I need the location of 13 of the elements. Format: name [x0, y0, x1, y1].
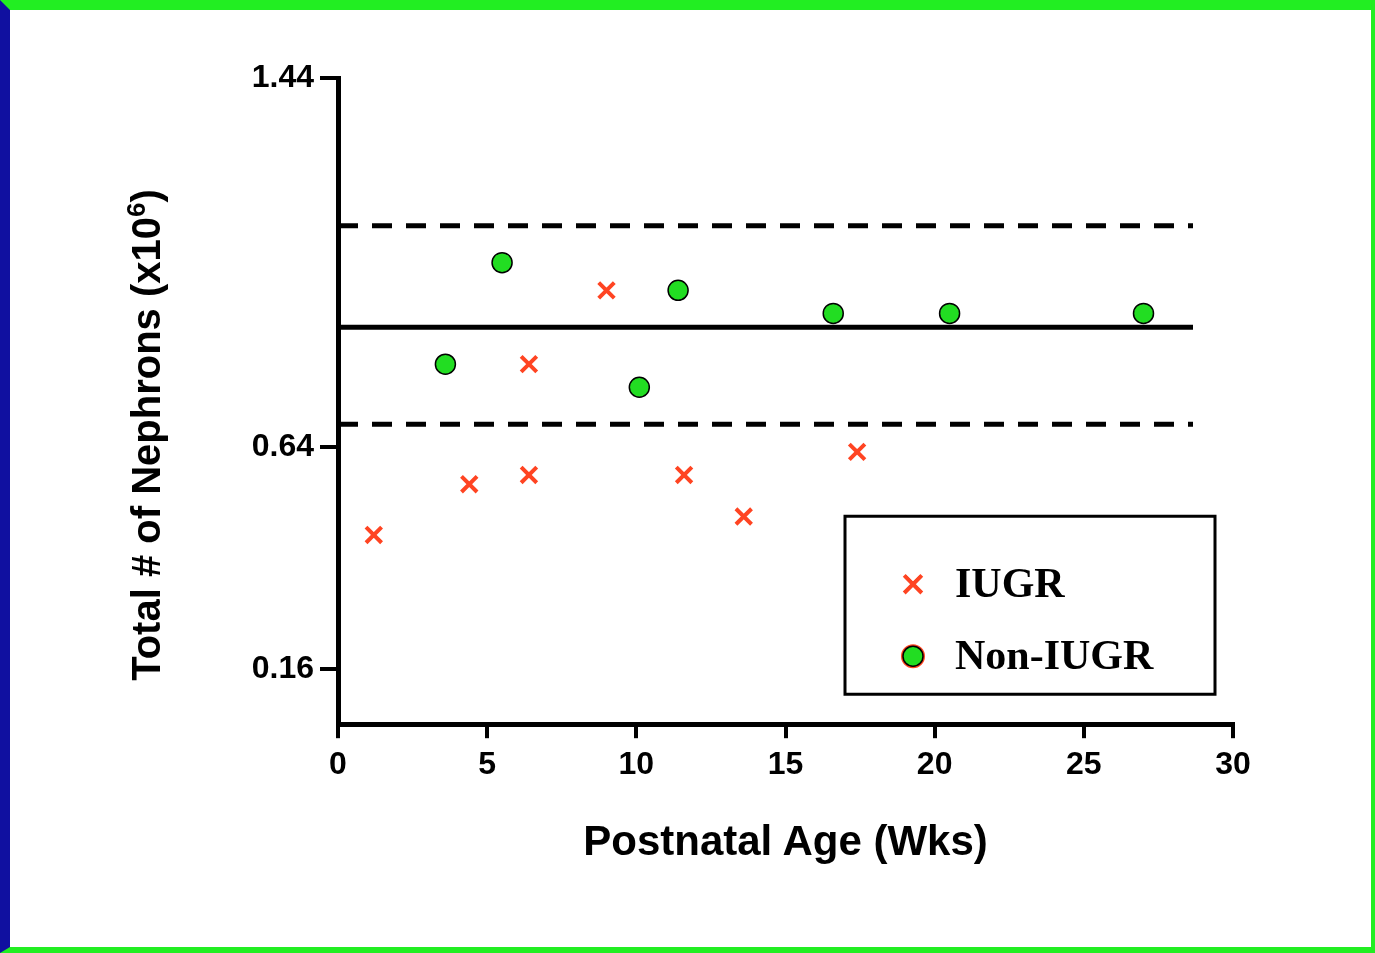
x-tick-label: 20	[916, 745, 953, 782]
x-tick-label: 5	[478, 745, 497, 782]
x-tick-label: 15	[767, 745, 804, 782]
x-tick-label: 25	[1066, 745, 1102, 782]
legend-label: Non-IUGR	[955, 632, 1155, 679]
legend-label: IUGR	[955, 560, 1066, 607]
y-tick-label: 1.44	[251, 57, 315, 94]
x-tick-label: 30	[1215, 745, 1251, 782]
x-tick-label: 10	[618, 745, 655, 782]
y-tick-label: 0.64	[251, 427, 315, 464]
x-tick-label: 0	[329, 745, 347, 782]
y-tick-label: 0.16	[251, 648, 314, 685]
x-axis-title: Postnatal Age (Wks)	[583, 817, 988, 865]
